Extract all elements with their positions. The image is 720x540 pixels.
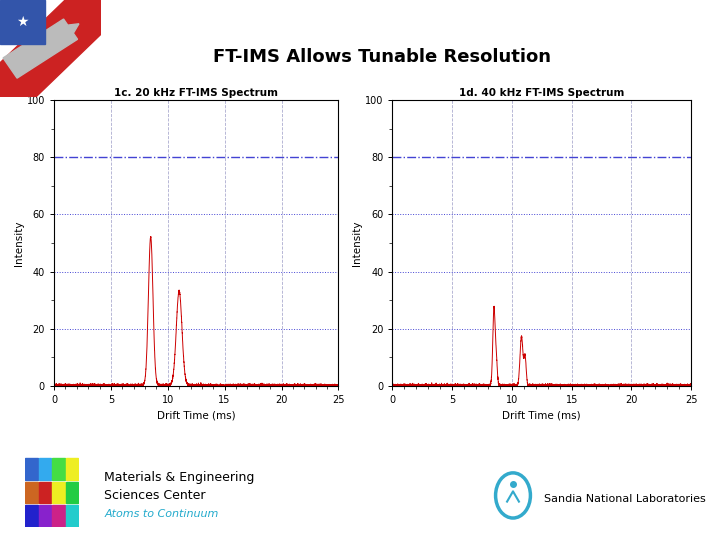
Text: Sandia National Laboratories: Sandia National Laboratories: [544, 495, 706, 504]
Bar: [53, 505, 65, 526]
Text: Sciences Center: Sciences Center: [104, 489, 206, 502]
X-axis label: Drift Time (ms): Drift Time (ms): [503, 411, 581, 421]
Bar: [66, 458, 78, 480]
Title: 1d. 40 kHz FT-IMS Spectrum: 1d. 40 kHz FT-IMS Spectrum: [459, 87, 624, 98]
Text: Materials & Engineering: Materials & Engineering: [104, 471, 255, 484]
Text: Atoms to Continuum: Atoms to Continuum: [104, 509, 219, 519]
Bar: [66, 505, 78, 526]
X-axis label: Drift Time (ms): Drift Time (ms): [157, 411, 235, 421]
Text: FT-IMS Allows Tunable Resolution: FT-IMS Allows Tunable Resolution: [212, 48, 551, 66]
Bar: [66, 482, 78, 503]
FancyArrow shape: [0, 0, 119, 114]
Y-axis label: Intensity: Intensity: [14, 220, 24, 266]
Bar: [39, 505, 51, 526]
FancyArrow shape: [3, 19, 79, 78]
Bar: [25, 505, 37, 526]
Bar: [53, 482, 65, 503]
Y-axis label: Intensity: Intensity: [352, 220, 362, 266]
Title: 1c. 20 kHz FT-IMS Spectrum: 1c. 20 kHz FT-IMS Spectrum: [114, 87, 278, 98]
Text: ★: ★: [16, 15, 28, 29]
Bar: [39, 482, 51, 503]
Bar: [39, 458, 51, 480]
Bar: [53, 458, 65, 480]
Bar: [25, 458, 37, 480]
Bar: [0, 0, 45, 44]
Bar: [25, 482, 37, 503]
